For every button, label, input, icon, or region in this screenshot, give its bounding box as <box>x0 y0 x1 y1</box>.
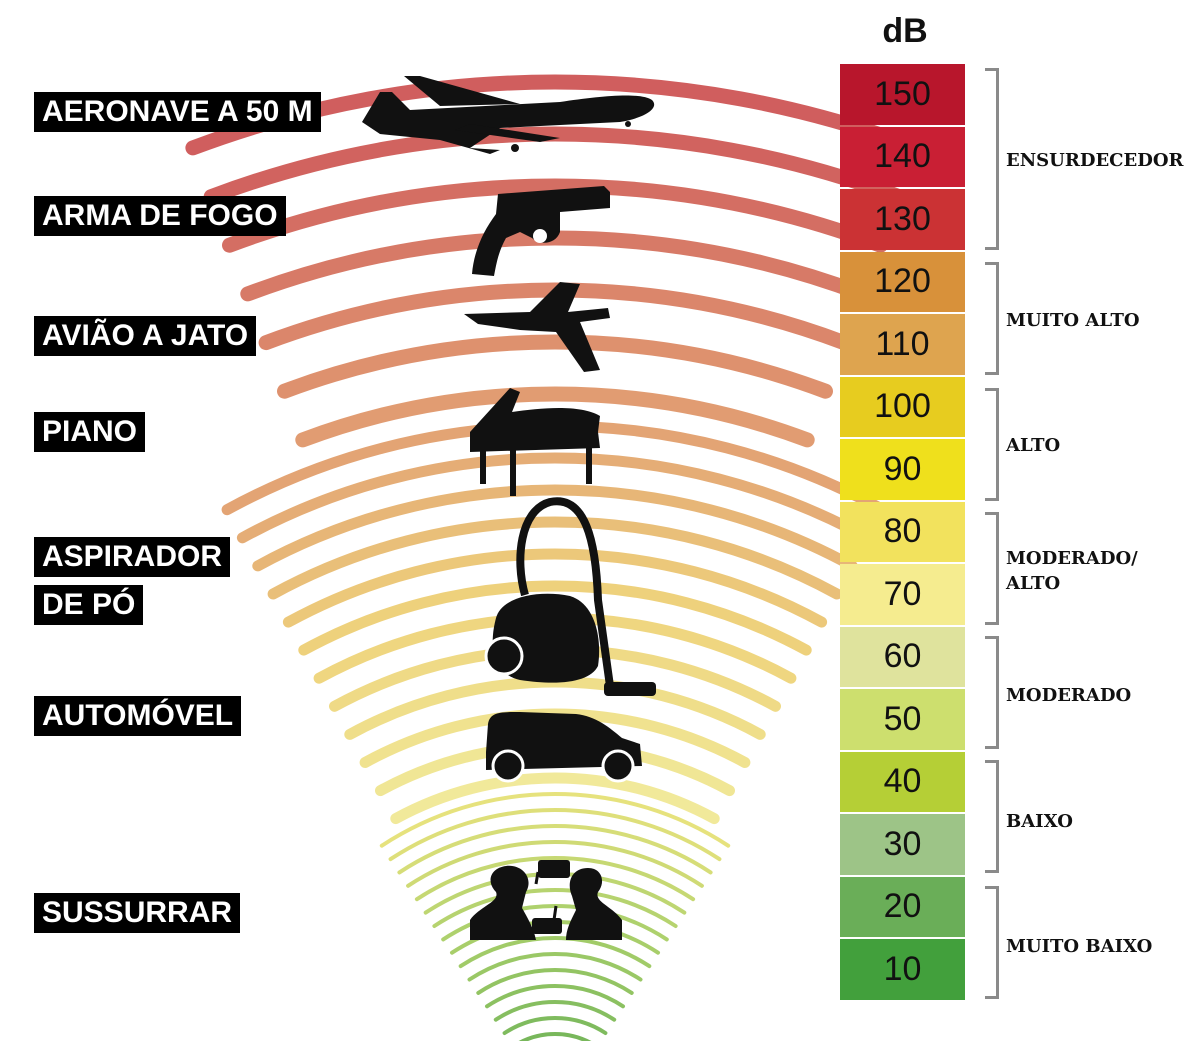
sound-wave-arc <box>432 888 678 928</box>
sound-wave-arc <box>282 548 828 628</box>
revolver-icon <box>472 186 610 276</box>
source-label-de-po: DE PÓ <box>34 585 144 625</box>
sound-wave-arc <box>390 772 720 825</box>
sound-wave-arc <box>252 484 858 572</box>
whispering-people-icon <box>470 860 622 940</box>
category-label-muito-baixo: MUITO BAIXO <box>1006 936 1153 957</box>
airliner-icon <box>362 76 655 154</box>
sound-wave-arc <box>203 126 907 205</box>
vacuum-cleaner-icon <box>484 497 656 696</box>
category-bracket-alto <box>985 388 999 501</box>
grand-piano-icon <box>470 388 600 496</box>
fighter-jet-icon <box>464 282 610 372</box>
sound-wave-arc <box>493 1000 617 1022</box>
db-level-140: 140 <box>840 126 965 187</box>
db-level-60: 60 <box>840 626 965 687</box>
car-icon <box>486 712 642 783</box>
sound-wave-arc <box>502 1015 608 1035</box>
db-scale: 150 140 130 120 110 100 90 80 70 60 50 40 30 20 10 <box>840 64 965 1002</box>
sound-wave-arc <box>388 808 722 862</box>
category-label-ensurdecedor: ENSURDECEDOR <box>1006 150 1184 171</box>
category-label-muito-alto: MUITO ALTO <box>1006 310 1140 331</box>
sound-wave-arc <box>414 856 696 902</box>
sound-wave-arc <box>397 823 713 875</box>
sound-wave-arc <box>277 334 833 399</box>
sound-wave-arc <box>222 178 888 253</box>
source-label-arma-de-fogo: ARMA DE FOGO <box>34 196 286 236</box>
db-level-70: 70 <box>840 564 965 625</box>
category-bracket-baixo <box>985 760 999 873</box>
sound-wave-arc <box>236 452 874 544</box>
source-label-aeronave: AERONAVE A 50 M <box>34 92 321 132</box>
category-bracket-ensurdecedor <box>985 68 999 250</box>
source-label-aspirador: ASPIRADOR <box>34 537 231 577</box>
category-label-alto: ALTO <box>1006 435 1061 456</box>
source-label-sussurrar: SUSSURRAR <box>34 893 241 933</box>
db-level-30: 30 <box>840 814 965 875</box>
db-level-10: 10 <box>840 939 965 1000</box>
sound-wave-arc <box>485 983 625 1009</box>
db-level-20: 20 <box>840 876 965 937</box>
sound-wave-arc <box>295 386 815 448</box>
sound-wave-arc <box>406 840 704 888</box>
db-level-150: 150 <box>840 64 965 125</box>
source-label-piano: PIANO <box>34 412 146 452</box>
sound-wave-arc <box>379 792 731 848</box>
sound-wave-arc <box>518 1032 592 1041</box>
sound-wave-arc <box>458 936 652 969</box>
sound-wave-arc <box>267 516 843 600</box>
db-level-100: 100 <box>840 376 965 437</box>
source-label-automovel: AUTOMÓVEL <box>34 696 242 736</box>
category-label-moderado-alto: MODERADO/ ALTO <box>1006 548 1138 594</box>
source-label-aviao-a-jato: AVIÃO A JATO <box>34 316 257 356</box>
db-level-120: 120 <box>840 251 965 312</box>
db-level-50: 50 <box>840 689 965 750</box>
db-level-130: 130 <box>840 189 965 250</box>
db-unit-title: dB <box>882 12 928 50</box>
db-level-80: 80 <box>840 501 965 562</box>
category-bracket-moderado-alto <box>985 512 999 625</box>
category-bracket-muito-alto <box>985 262 999 375</box>
sound-wave-arc <box>298 580 812 656</box>
category-label-moderado: MODERADO <box>1006 685 1132 706</box>
sound-wave-arc <box>467 951 643 982</box>
category-bracket-muito-baixo <box>985 886 999 999</box>
sound-wave-arc <box>476 968 634 995</box>
db-level-40: 40 <box>840 751 965 812</box>
category-label-baixo: BAIXO <box>1006 811 1073 832</box>
db-level-110: 110 <box>840 314 965 375</box>
category-bracket-moderado <box>985 636 999 749</box>
db-level-90: 90 <box>840 439 965 500</box>
